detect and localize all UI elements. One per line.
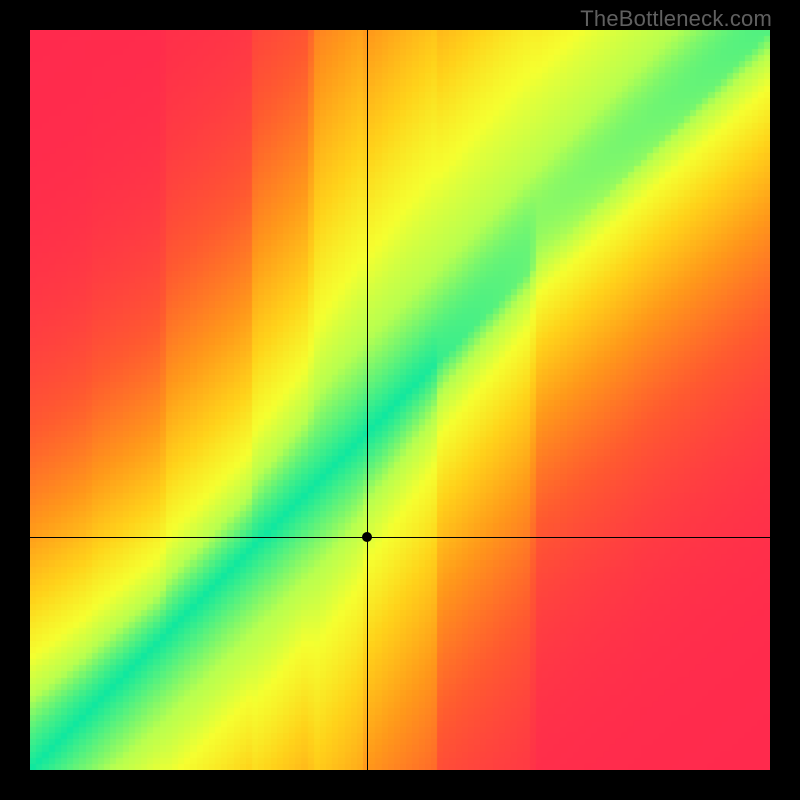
chart-frame: TheBottleneck.com — [0, 0, 800, 800]
watermark-text: TheBottleneck.com — [580, 6, 772, 32]
bottleneck-heatmap — [30, 30, 770, 770]
